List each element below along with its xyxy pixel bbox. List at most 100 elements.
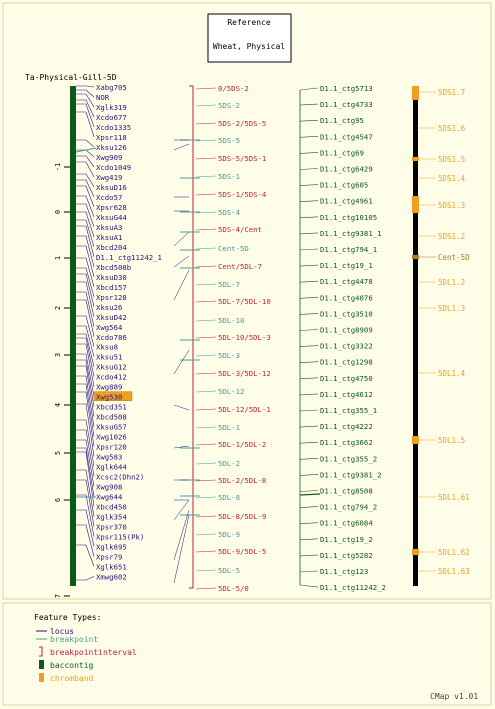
locus-label[interactable]: Xcdo677 xyxy=(96,113,127,122)
locus-label[interactable]: Xwg564 xyxy=(96,323,123,332)
contig-label[interactable]: D1.1_ctg69 xyxy=(320,148,364,157)
breakpoint-label[interactable]: 5DL-1 xyxy=(218,423,240,432)
contig-label[interactable]: D1.1_ctg3322 xyxy=(320,342,373,351)
locus-label[interactable]: Xwg1026 xyxy=(96,433,127,442)
breakpoint-interval-label[interactable]: 5DL-2/5DL-8 xyxy=(218,476,266,485)
chromband-segment[interactable] xyxy=(412,436,419,444)
chromband-label[interactable]: 5DL1.63 xyxy=(438,567,470,576)
locus-label[interactable]: Xwg889 xyxy=(96,383,122,392)
contig-label[interactable]: D1.1_ctg6429 xyxy=(320,165,373,174)
contig-label[interactable]: D1.1_ctg8909 xyxy=(320,326,373,335)
reference-box[interactable] xyxy=(207,13,292,63)
locus-label[interactable]: NOR xyxy=(96,93,110,102)
locus-label[interactable]: Xcdo412 xyxy=(96,373,127,382)
contig-label[interactable]: D1.1_ctg11242_2 xyxy=(320,583,386,592)
locus-label[interactable]: Xcdo57 xyxy=(96,193,122,202)
locus-label[interactable]: XksuG57 xyxy=(96,423,127,432)
locus-label[interactable]: Xglk651 xyxy=(96,563,127,572)
breakpoint-interval-label[interactable]: 5DL-12/5DL-1 xyxy=(218,405,271,414)
contig-label[interactable]: D1.1_ctg19_1 xyxy=(320,261,373,270)
locus-label[interactable]: Xpsr120 xyxy=(96,443,127,452)
locus-label[interactable]: Xwg583 xyxy=(96,453,122,462)
chromband-label[interactable]: 5DS1.3 xyxy=(438,201,465,210)
chromband-segment[interactable] xyxy=(412,549,419,555)
contig-label[interactable]: D1.1_ctg794_1 xyxy=(320,245,377,254)
locus-label[interactable]: Xksu51 xyxy=(96,353,122,362)
contig-label[interactable]: D1.1_ctg123 xyxy=(320,567,368,576)
chromband-label[interactable]: 5DL1.4 xyxy=(438,369,466,378)
contig-label[interactable]: D1.1_ctg4612 xyxy=(320,390,373,399)
chromband-label[interactable]: 5DS1.7 xyxy=(438,88,465,97)
breakpoint-label[interactable]: 5DS-1 xyxy=(218,172,240,181)
contig-label[interactable]: D1.1_ctg8508 xyxy=(320,487,373,496)
contig-label[interactable]: D1.1_ctg355_1 xyxy=(320,406,377,415)
chromband-backbone[interactable] xyxy=(413,86,418,586)
locus-label[interactable]: Xglk644 xyxy=(96,463,127,472)
breakpoint-interval-label[interactable]: 5DL-7/5DL-10 xyxy=(218,297,271,306)
breakpoint-interval-label[interactable]: 5DL-3/5DL-12 xyxy=(218,369,271,378)
breakpoint-label[interactable]: 5DL-12 xyxy=(218,387,244,396)
locus-label[interactable]: Xcdo1049 xyxy=(96,163,131,172)
locus-label[interactable]: Xbcd450 xyxy=(96,503,127,512)
chromband-label[interactable]: 5DL1.5 xyxy=(438,436,465,445)
contig-label[interactable]: D1.1_ctg4733 xyxy=(320,100,373,109)
breakpoint-label[interactable]: 5DS-2 xyxy=(218,101,240,110)
locus-label[interactable]: Xwg908 xyxy=(96,483,122,492)
locus-label[interactable]: XksuG44 xyxy=(96,213,127,222)
breakpoint-label[interactable]: 5DL-5 xyxy=(218,566,240,575)
locus-label[interactable]: Xpsr628 xyxy=(96,203,127,212)
breakpoint-label[interactable]: 5DS-4 xyxy=(218,208,241,217)
breakpoint-label[interactable]: 5DL-9 xyxy=(218,530,240,539)
locus-label[interactable]: XksuG12 xyxy=(96,363,127,372)
chromband-label[interactable]: Cent-5D xyxy=(438,253,470,262)
locus-label[interactable]: Xglk354 xyxy=(96,513,127,522)
locus-label[interactable]: XksuD30 xyxy=(96,273,127,282)
chromband-label[interactable]: 5DL1.3 xyxy=(438,304,465,313)
locus-label[interactable]: Xpsr79 xyxy=(96,553,122,562)
locus-label[interactable]: XksuD42 xyxy=(96,313,127,322)
breakpoint-label[interactable]: 5DL-8 xyxy=(218,493,240,502)
locus-label[interactable]: Xcdo1335 xyxy=(96,123,131,132)
breakpoint-interval-label[interactable]: 0/5DS-2 xyxy=(218,84,249,93)
locus-label[interactable]: Xcsc2(Dhn2) xyxy=(96,473,144,482)
breakpoint-interval-label[interactable]: 5DS-1/5DS-4 xyxy=(218,190,267,199)
breakpoint-interval-label[interactable]: 5DL-5/0 xyxy=(218,584,249,593)
breakpoint-interval-label[interactable]: 5DS-2/5DS-5 xyxy=(218,119,266,128)
locus-label[interactable]: Xmwg602 xyxy=(96,573,127,582)
contig-label[interactable]: D1.1_ctg95 xyxy=(320,116,364,125)
contig-label[interactable]: D1.1_ctg5282 xyxy=(320,551,373,560)
contig-label[interactable]: D1.1_ctg9381_1 xyxy=(320,229,382,238)
contig-label[interactable]: D1.1_ctg1298 xyxy=(320,358,373,367)
chromband-segment[interactable] xyxy=(412,86,419,100)
locus-label[interactable]: XksuD16 xyxy=(96,183,127,192)
locus-label[interactable]: Xpsr118 xyxy=(96,133,127,142)
locus-label[interactable]: D1.1_ctg11242_1 xyxy=(96,253,162,262)
breakpoint-interval-label[interactable]: 5DL-1/5DL-2 xyxy=(218,440,266,449)
contig-label[interactable]: D1.1_ctg6084 xyxy=(320,519,373,528)
breakpoint-label[interactable]: 5DS-5 xyxy=(218,136,240,145)
locus-label[interactable]: Xbcd508b xyxy=(96,263,131,272)
breakpoint-label[interactable]: 5DL-2 xyxy=(218,459,240,468)
locus-label[interactable]: Xwg644 xyxy=(96,493,123,502)
breakpoint-label[interactable]: 5DL-3 xyxy=(218,351,240,360)
locus-label[interactable]: Xwg909 xyxy=(96,153,122,162)
locus-label[interactable]: Xksu8 xyxy=(96,343,118,352)
chromband-segment[interactable] xyxy=(412,196,419,213)
locus-label[interactable]: Xglk695 xyxy=(96,543,127,552)
breakpoint-interval-label[interactable]: 5DS-5/5DS-1 xyxy=(218,154,266,163)
chromband-label[interactable]: 5DL1.61 xyxy=(438,493,470,502)
contig-label[interactable]: D1.1_ctg4961 xyxy=(320,197,373,206)
breakpoint-interval-label[interactable]: 5DL-8/5DL-9 xyxy=(218,512,266,521)
breakpoint-interval-label[interactable]: 5DL-9/5DL-5 xyxy=(218,547,266,556)
contig-label[interactable]: D1.1_ctg794_2 xyxy=(320,503,377,512)
contig-label[interactable]: D1.1_ctg3510 xyxy=(320,309,373,318)
chromband-label[interactable]: 5DS1.6 xyxy=(438,124,466,133)
contig-label[interactable]: D1.1_ctg10105 xyxy=(320,213,377,222)
contig-label[interactable]: D1.1_ctg4478 xyxy=(320,277,373,286)
breakpoint-interval-label[interactable]: Cent/5DL-7 xyxy=(218,262,262,271)
contig-label[interactable]: D1.1_ctg9381_2 xyxy=(320,470,382,479)
breakpoint-label[interactable]: 5DL-10 xyxy=(218,316,244,325)
chromosome-backbone[interactable] xyxy=(70,86,76,586)
breakpoint-label[interactable]: Cent-5D xyxy=(218,244,249,253)
contig-label[interactable]: D1.1_ctg4076 xyxy=(320,293,373,302)
